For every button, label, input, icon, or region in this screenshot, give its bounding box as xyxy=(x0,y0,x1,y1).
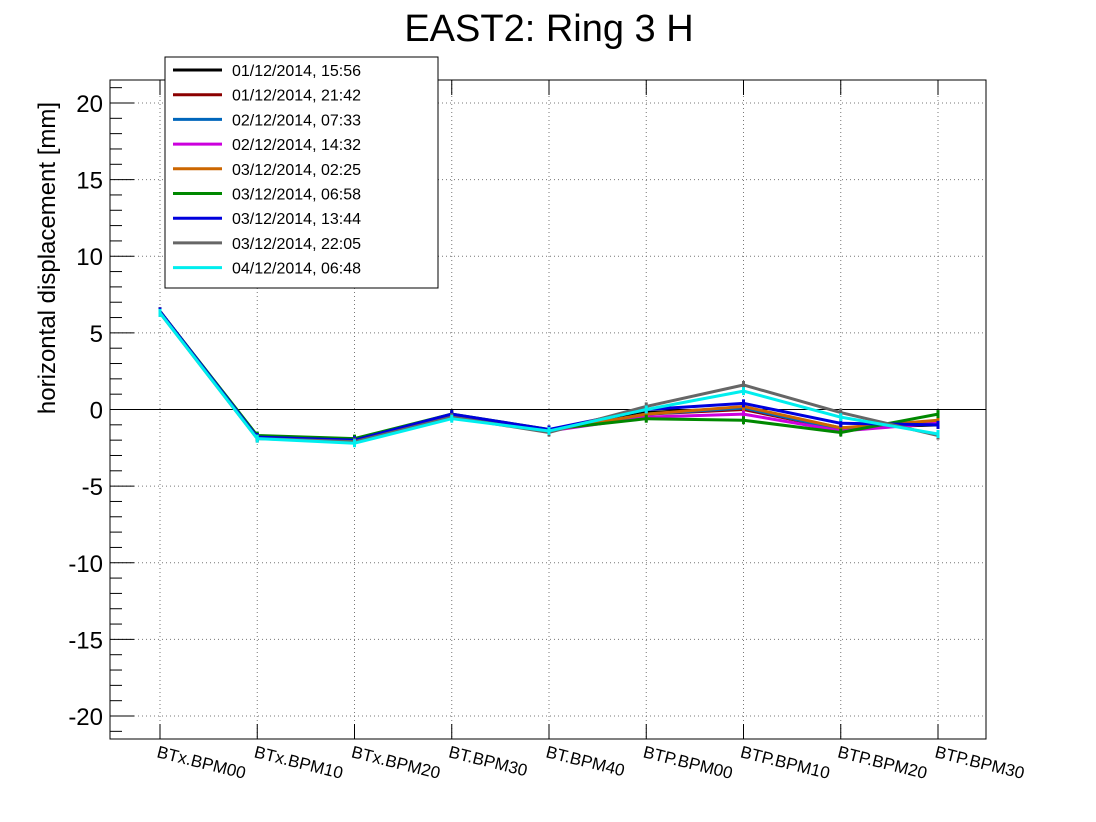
legend-label: 03/12/2014, 02:25 xyxy=(232,162,361,179)
y-tick-label: -15 xyxy=(68,627,103,654)
legend-label: 04/12/2014, 06:48 xyxy=(232,261,361,278)
legend-label: 03/12/2014, 06:58 xyxy=(232,187,361,204)
chart-title: EAST2: Ring 3 H xyxy=(404,8,693,50)
legend-label: 02/12/2014, 14:32 xyxy=(232,137,361,154)
legend: 01/12/2014, 15:56 01/12/2014, 21:42 02/12/… xyxy=(164,56,439,289)
legend-label: 01/12/2014, 21:42 xyxy=(232,88,361,105)
series-lines xyxy=(158,307,940,448)
legend-label: 03/12/2014, 13:44 xyxy=(232,211,361,228)
y-tick-label: 15 xyxy=(76,168,103,195)
y-tick-label: 0 xyxy=(90,398,103,425)
legend-label: 02/12/2014, 07:33 xyxy=(232,112,361,129)
legend-label: 01/12/2014, 15:56 xyxy=(232,63,361,80)
y-tick-label: 10 xyxy=(76,244,103,271)
y-tick-labels: -20 -15 -10 -5 0 5 10 15 20 xyxy=(68,91,103,731)
y-tick-label: -20 xyxy=(68,704,103,731)
y-tick-label: -5 xyxy=(82,474,103,501)
legend-label: 03/12/2014, 22:05 xyxy=(232,236,361,253)
y-tick-label: 5 xyxy=(90,321,103,348)
y-axis-title: horizontal displacement [mm] xyxy=(34,102,61,414)
y-tick-label: 20 xyxy=(76,91,103,118)
y-tick-label: -10 xyxy=(68,551,103,578)
